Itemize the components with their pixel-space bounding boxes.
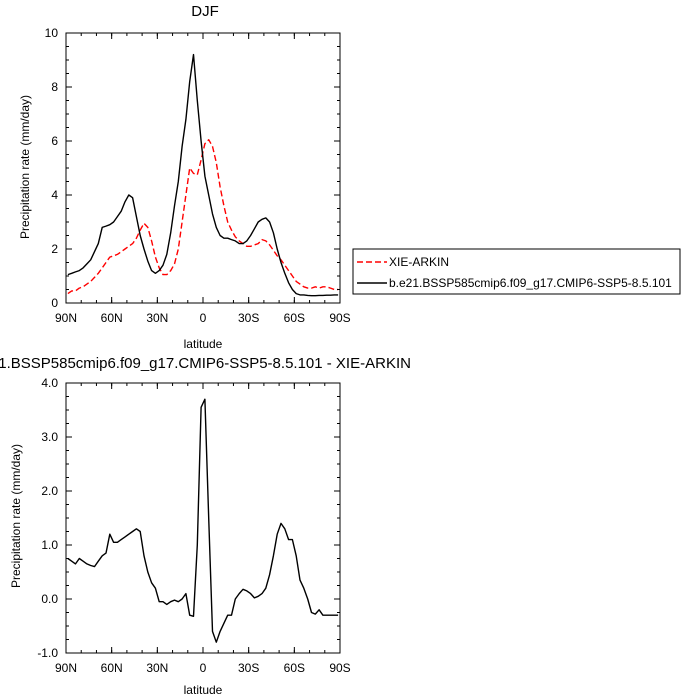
plot-area: 90N 60N 30N 0 30S 60S 90S 0 2 4 6 8 10 xyxy=(45,26,351,325)
chart-title: b.e21.BSSP585cmip6.f09_g17.CMIP6-SSP5-8.… xyxy=(0,355,411,372)
x-axis-label: latitude xyxy=(184,683,223,697)
y-tick-label: 2 xyxy=(51,242,58,256)
x-tick-label: 30S xyxy=(238,661,259,675)
legend: XIE-ARKIN b.e21.BSSP585cmip6.f09_g17.CMI… xyxy=(352,248,681,295)
x-tick-label: 90N xyxy=(55,661,77,675)
series-line-1 xyxy=(67,53,339,297)
plot-frame xyxy=(65,32,341,304)
y-tick-label: 4 xyxy=(51,188,58,202)
series-line-0 xyxy=(67,138,339,295)
y-tick-label: 1.0 xyxy=(41,538,58,552)
y-tick-label: 8 xyxy=(51,80,58,94)
legend-label-xie-arkin: XIE-ARKIN xyxy=(389,255,449,269)
x-tick-label: 60S xyxy=(284,661,305,675)
x-tick-label: 0 xyxy=(200,311,207,325)
y-tick-label: 4.0 xyxy=(41,376,58,390)
y-axis-label: Precipitation rate (mm/day) xyxy=(18,95,32,239)
y-tick-label: 10 xyxy=(45,26,59,40)
y-tick-label: 0 xyxy=(51,296,58,310)
x-tick-label: 30S xyxy=(238,311,259,325)
series-line-0 xyxy=(67,398,339,643)
x-axis-label: latitude xyxy=(184,337,223,351)
y-tick-label: 2.0 xyxy=(41,484,58,498)
y-axis-label: Precipitation rate (mm/day) xyxy=(9,444,23,588)
y-tick-label: 6 xyxy=(51,134,58,148)
difference-panel: b.e21.BSSP585cmip6.f09_g17.CMIP6-SSP5-8.… xyxy=(0,355,411,697)
x-tick-label: 60S xyxy=(284,311,305,325)
plot-frame xyxy=(65,382,341,654)
chart-title: DJF xyxy=(191,3,219,20)
y-tick-label: 3.0 xyxy=(41,430,58,444)
x-tick-label: 0 xyxy=(200,661,207,675)
plot-area: 90N 60N 30N 0 30S 60S 90S -1.0 0.0 1.0 2.0 3.0 4.0 xyxy=(37,376,350,675)
x-tick-label: 90S xyxy=(329,311,350,325)
x-tick-label: 60N xyxy=(101,661,123,675)
legend-box xyxy=(352,248,681,295)
legend-label-model: b.e21.BSSP585cmip6.f09_g17.CMIP6-SSP5-8.… xyxy=(389,276,672,290)
y-tick-label: 0.0 xyxy=(41,592,58,606)
x-tick-label: 90S xyxy=(329,661,350,675)
x-tick-label: 30N xyxy=(146,311,168,325)
x-tick-label: 30N xyxy=(146,661,168,675)
y-tick-label: -1.0 xyxy=(37,646,58,660)
x-tick-label: 90N xyxy=(55,311,77,325)
x-tick-label: 60N xyxy=(101,311,123,325)
